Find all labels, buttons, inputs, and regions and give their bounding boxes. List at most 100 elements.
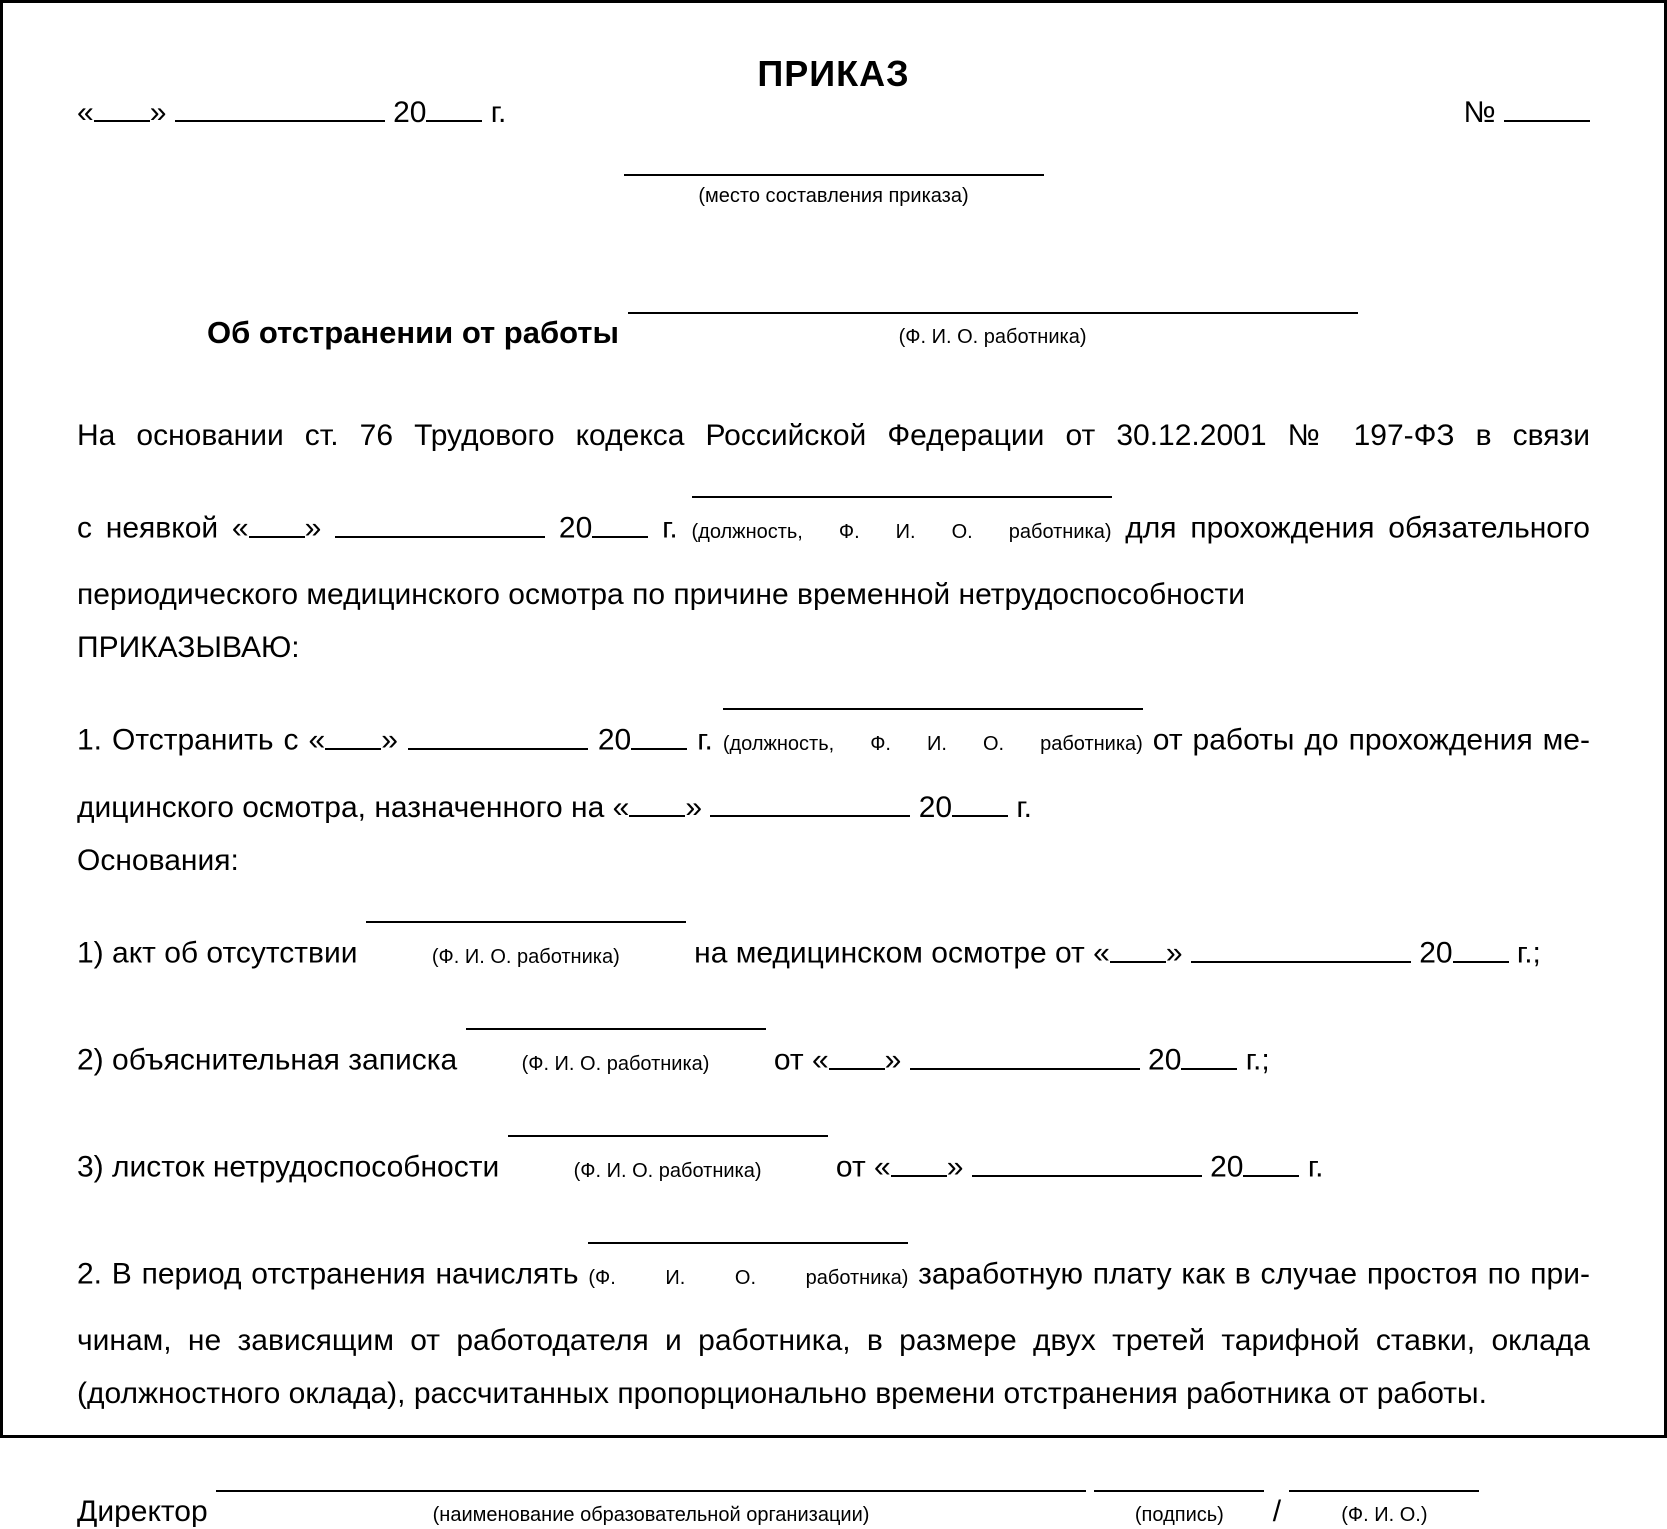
i2-wrap: (Ф. И. О. работника) bbox=[588, 1211, 908, 1294]
blank-g1-year[interactable] bbox=[1453, 930, 1509, 963]
blank-g1-month[interactable] bbox=[1191, 930, 1411, 963]
item2-line2: чинам, не зависящим от работодателя и ра… bbox=[77, 1318, 1590, 1365]
blank-month[interactable] bbox=[175, 89, 385, 122]
ground2: 2) объяснительная записка (Ф. И. О. рабо… bbox=[77, 997, 1590, 1084]
blank-g1-day[interactable] bbox=[1110, 930, 1166, 963]
p1-line1: На основании ст. 76 Трудового кодекса Ро… bbox=[77, 413, 1590, 460]
blank-org[interactable] bbox=[216, 1459, 1086, 1492]
p1-line2: с неявкой «» 20 г. (должность, Ф. И. О. … bbox=[77, 465, 1590, 552]
blank-day[interactable] bbox=[94, 89, 150, 122]
ground1: 1) акт об отсутствии (Ф. И. О. работника… bbox=[77, 890, 1590, 977]
g1g: г.; bbox=[1517, 937, 1541, 970]
blank-p1-position[interactable] bbox=[692, 465, 1112, 498]
subject-row: Об отстранении от работы (Ф. И. О. работ… bbox=[77, 280, 1590, 351]
blank-i1b-day[interactable] bbox=[629, 784, 685, 817]
blank-g3-day[interactable] bbox=[891, 1144, 947, 1177]
blank-g2-month[interactable] bbox=[910, 1037, 1140, 1070]
p1-20: 20 bbox=[559, 512, 592, 545]
g1-wrap: (Ф. И. О. работника) bbox=[366, 890, 686, 973]
blank-g3-month[interactable] bbox=[972, 1144, 1202, 1177]
document-page: ПРИКАЗ «» 20 г. № (место составления при… bbox=[0, 0, 1667, 1438]
i1e: » bbox=[685, 791, 710, 824]
place-caption: (место составления приказа) bbox=[624, 185, 1044, 208]
g2-wrap: (Ф. И. О. работника) bbox=[466, 997, 766, 1080]
i1b-20: 20 bbox=[919, 791, 952, 824]
p1-caption: (должность, Ф. И. О. работника) bbox=[692, 517, 1112, 548]
decree: ПРИКАЗЫВАЮ: bbox=[77, 625, 1590, 672]
g1b: на медицинском осмотре от « bbox=[694, 937, 1110, 970]
blank-i2-fio[interactable] bbox=[588, 1211, 908, 1244]
g3b: от « bbox=[836, 1151, 891, 1184]
quote-close: » bbox=[150, 96, 167, 129]
org-caption: (наименование образовательной организаци… bbox=[216, 1504, 1086, 1527]
blank-dir-fio[interactable] bbox=[1289, 1459, 1479, 1492]
item1-line2: дицинского осмотра, назначенного на « » 2… bbox=[77, 784, 1590, 832]
blank-g3-year[interactable] bbox=[1243, 1144, 1299, 1177]
blank-i1-day[interactable] bbox=[325, 717, 381, 750]
blank-i1-position[interactable] bbox=[723, 677, 1143, 710]
blank-number[interactable] bbox=[1504, 89, 1590, 122]
blank-place[interactable] bbox=[624, 158, 1044, 176]
i1g: г. bbox=[697, 724, 713, 757]
date-left: « » 20 г. bbox=[77, 89, 506, 130]
subject-caption: (Ф. И. О. работника) bbox=[628, 326, 1358, 349]
blank-g2-year[interactable] bbox=[1181, 1037, 1237, 1070]
i1d: дицинского осмотра, назначенного на « bbox=[77, 791, 629, 824]
subject-label: Об отстранении от работы bbox=[207, 315, 619, 350]
dir-fio-wrap: (Ф. И. О.) bbox=[1289, 1459, 1479, 1527]
ground3: 3) листок нетрудоспособности (Ф. И. О. р… bbox=[77, 1104, 1590, 1191]
blank-subject[interactable] bbox=[628, 280, 1358, 314]
blank-p1-month[interactable] bbox=[335, 505, 545, 538]
blank-i1b-year[interactable] bbox=[952, 784, 1008, 817]
i1a: 1. Отстранить с « bbox=[77, 724, 325, 757]
g1a: 1) акт об отсутствии bbox=[77, 937, 366, 970]
g3-caption: (Ф. И. О. работника) bbox=[508, 1156, 828, 1187]
g2b: от « bbox=[774, 1044, 829, 1077]
blank-g2-fio[interactable] bbox=[466, 997, 766, 1030]
i1-pos-wrap: (должность, Ф. И. О. работника) bbox=[723, 677, 1143, 760]
i2b: заработную плату как в случае простоя по… bbox=[918, 1258, 1590, 1291]
i1gdot: г. bbox=[1016, 791, 1032, 824]
g1-caption: (Ф. И. О. работника) bbox=[366, 942, 686, 973]
p1d: для прохождения обязательного bbox=[1125, 512, 1590, 545]
blank-i1b-month[interactable] bbox=[710, 784, 910, 817]
place-row: (место составления приказа) bbox=[77, 158, 1590, 208]
g2g: г.; bbox=[1246, 1044, 1270, 1077]
grounds: Основания: bbox=[77, 838, 1590, 885]
p1c: » bbox=[305, 512, 335, 545]
g2c: » bbox=[885, 1044, 910, 1077]
sign-caption: (подпись) bbox=[1094, 1504, 1264, 1527]
number-label: № bbox=[1463, 96, 1495, 129]
quote-open: « bbox=[77, 96, 94, 129]
dir-sign-wrap: (подпись) bbox=[1094, 1459, 1264, 1527]
director-row: Директор (наименование образовательной о… bbox=[77, 1459, 1590, 1529]
blank-g3-fio[interactable] bbox=[508, 1104, 828, 1137]
blank-g2-day[interactable] bbox=[829, 1037, 885, 1070]
blank-sign[interactable] bbox=[1094, 1459, 1264, 1492]
dir-org-wrap: (наименование образовательной организаци… bbox=[216, 1459, 1086, 1527]
i1-caption: (должность, Ф. И. О. работника) bbox=[723, 729, 1143, 760]
blank-i1-month[interactable] bbox=[408, 717, 588, 750]
year-suffix: г. bbox=[491, 96, 507, 129]
year-prefix: 20 bbox=[393, 96, 426, 129]
g3c: » bbox=[947, 1151, 972, 1184]
blank-p1-year[interactable] bbox=[592, 505, 648, 538]
header-row: « » 20 г. № bbox=[77, 89, 1590, 130]
g2-caption: (Ф. И. О. работника) bbox=[466, 1049, 766, 1080]
blank-year[interactable] bbox=[426, 89, 482, 122]
g2-20: 20 bbox=[1148, 1044, 1181, 1077]
g2a: 2) объяснительная записка bbox=[77, 1044, 466, 1077]
i1c: от работы до прохождения ме- bbox=[1153, 724, 1590, 757]
g3g: г. bbox=[1308, 1151, 1324, 1184]
body-block: На основании ст. 76 Трудового кодекса Ро… bbox=[77, 413, 1590, 1418]
slash: / bbox=[1264, 1495, 1289, 1528]
blank-i1-year[interactable] bbox=[631, 717, 687, 750]
director-label: Директор bbox=[77, 1495, 216, 1528]
blank-g1-fio[interactable] bbox=[366, 890, 686, 923]
i2-caption: (Ф. И. О. работника) bbox=[588, 1263, 908, 1294]
blank-p1-day[interactable] bbox=[249, 505, 305, 538]
i2a: 2. В период отстранения начислять bbox=[77, 1258, 588, 1291]
blank-place-wrap: (место составления приказа) bbox=[624, 158, 1044, 208]
g3-wrap: (Ф. И. О. работника) bbox=[508, 1104, 828, 1187]
p1-pos-wrap: (должность, Ф. И. О. работника) bbox=[692, 465, 1112, 548]
